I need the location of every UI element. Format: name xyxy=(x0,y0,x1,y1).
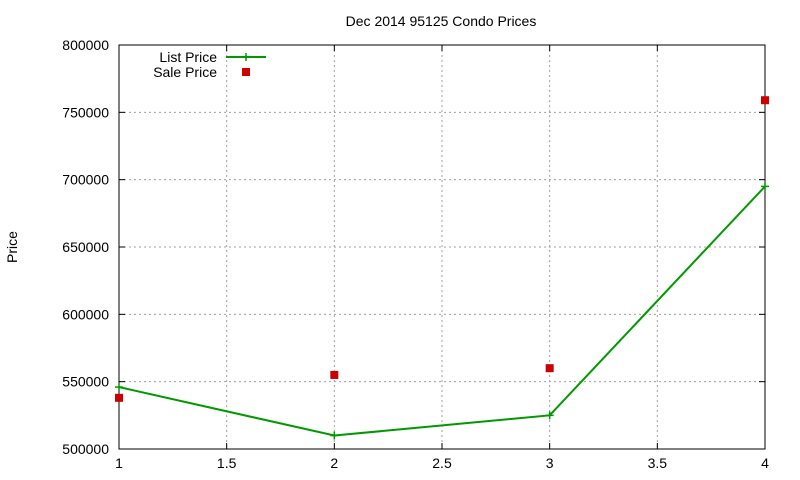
y-tick-label: 500000 xyxy=(62,441,109,457)
y-tick-label: 750000 xyxy=(62,104,109,120)
y-tick-label: 700000 xyxy=(62,172,109,188)
sale-price-point xyxy=(330,370,339,379)
list-price-point xyxy=(330,431,339,440)
x-tick-label: 4 xyxy=(761,455,769,471)
axes: 1 1.5 2 2.5 3 3.5 4 500000 550000 600000 650000 700… xyxy=(62,37,769,471)
y-tick-label: 800000 xyxy=(62,37,109,53)
sale-price-point xyxy=(115,393,123,402)
sale-price-point xyxy=(761,96,769,105)
legend-label: List Price xyxy=(159,49,217,65)
x-tick-label: 3.5 xyxy=(648,455,668,471)
x-tick-label: 1 xyxy=(115,455,123,471)
plot-area xyxy=(115,96,769,440)
list-price-line xyxy=(118,185,766,437)
y-tick-label: 650000 xyxy=(62,239,109,255)
grid xyxy=(119,45,765,449)
x-tick-label: 2 xyxy=(330,455,338,471)
plot-frame xyxy=(118,44,766,450)
chart-title: Dec 2014 95125 Condo Prices xyxy=(346,13,537,29)
legend-label: Sale Price xyxy=(153,64,217,80)
y-tick-label: 600000 xyxy=(62,306,109,322)
legend-plus-swatch xyxy=(242,53,250,61)
x-tick-label: 2.5 xyxy=(432,455,452,471)
y-tick-label: 550000 xyxy=(62,374,109,390)
sale-price-point xyxy=(545,364,554,373)
list-price-point xyxy=(545,411,554,420)
list-price-point xyxy=(761,182,769,191)
x-tick-label: 3 xyxy=(546,455,554,471)
list-price-point xyxy=(115,383,123,392)
x-tick-label: 1.5 xyxy=(217,455,237,471)
y-axis-label: Price xyxy=(4,231,20,263)
legend-square-swatch xyxy=(242,68,250,76)
